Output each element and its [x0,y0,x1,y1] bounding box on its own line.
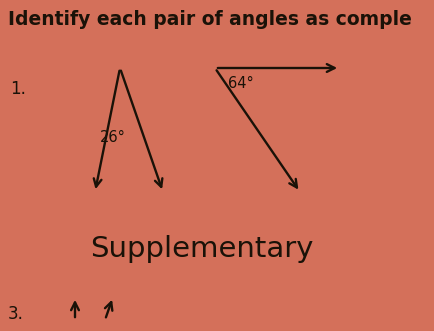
Text: Identify each pair of angles as comple: Identify each pair of angles as comple [8,10,412,29]
Text: 64°: 64° [228,76,254,91]
Text: 1.: 1. [10,80,26,98]
Text: 26°: 26° [100,130,126,145]
Text: 3.: 3. [8,305,24,323]
Text: Supplementary: Supplementary [90,235,313,263]
